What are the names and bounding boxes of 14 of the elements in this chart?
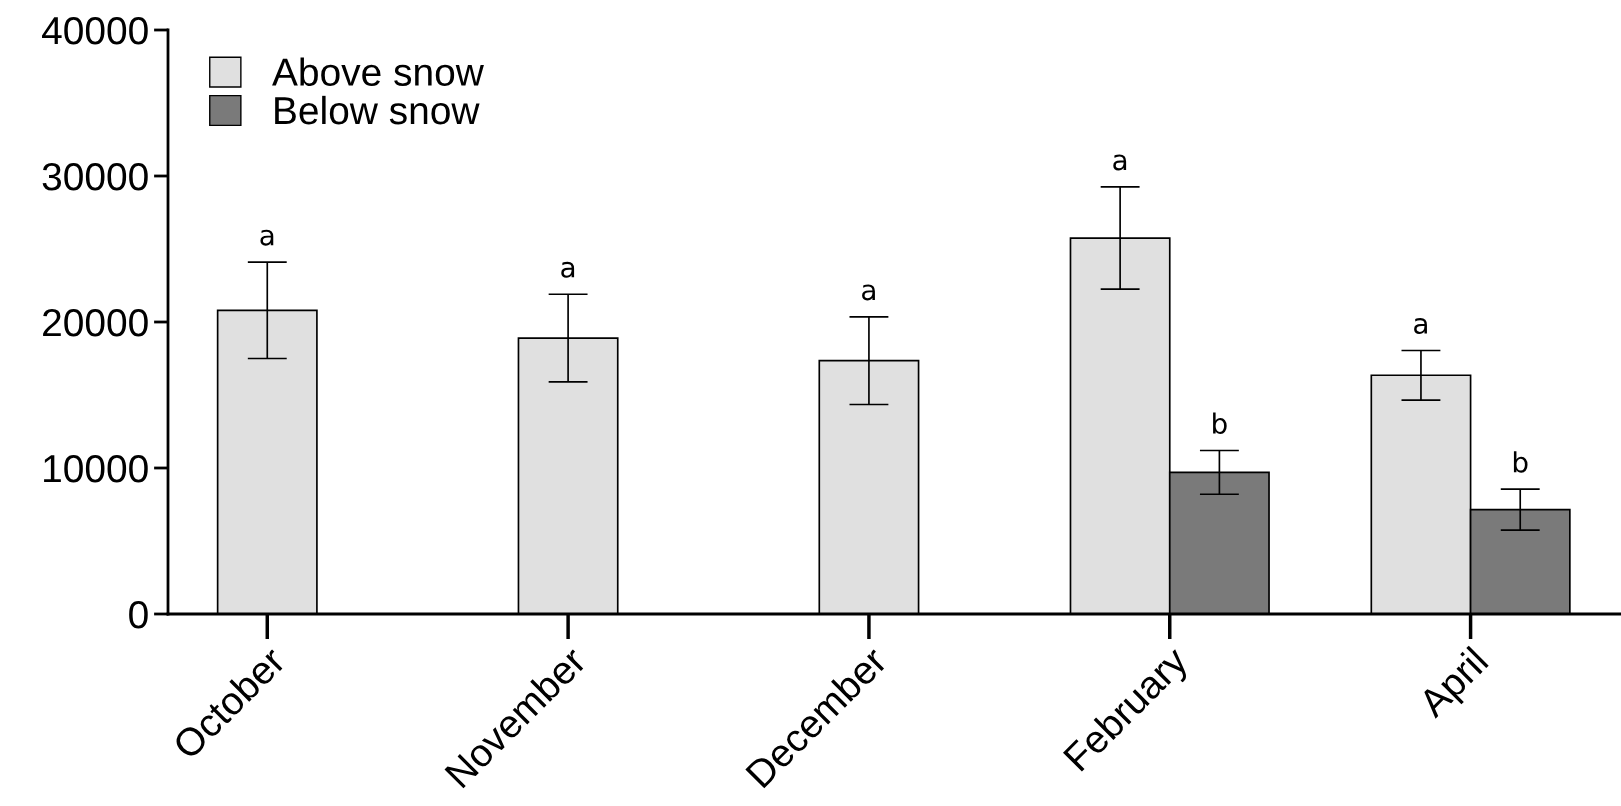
legend-label: Above snow xyxy=(272,57,484,86)
data-label: a xyxy=(1414,318,1427,334)
y-tick-label: 0 xyxy=(129,600,148,629)
data-label: a xyxy=(862,284,875,301)
data-label: b xyxy=(1213,412,1227,434)
data-label: b xyxy=(1513,451,1528,473)
y-tick-label: 40000 xyxy=(42,16,148,45)
y-tick-label: 10000 xyxy=(44,454,148,483)
y-tick-label: 30000 xyxy=(42,162,148,191)
data-label: a xyxy=(561,261,575,278)
y-tick-label: 20000 xyxy=(43,308,148,337)
legend-label: Below snow xyxy=(275,95,480,125)
data-label: a xyxy=(260,229,274,246)
data-label: a xyxy=(1113,154,1127,171)
